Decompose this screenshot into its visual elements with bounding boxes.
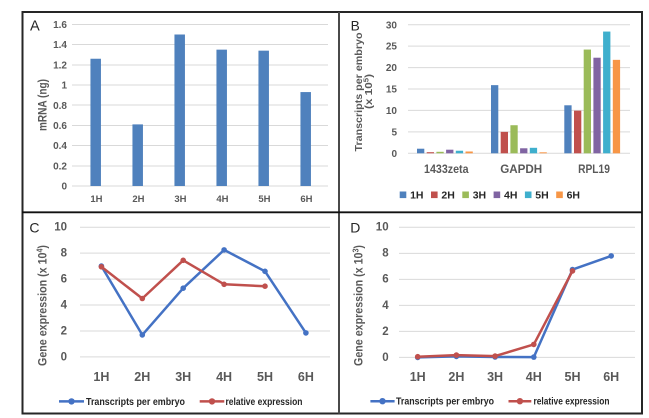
svg-text:4H: 4H bbox=[504, 189, 517, 201]
svg-text:25: 25 bbox=[386, 42, 398, 53]
svg-text:8: 8 bbox=[61, 248, 68, 260]
svg-text:30: 30 bbox=[386, 20, 398, 31]
svg-text:4H: 4H bbox=[216, 194, 228, 205]
svg-text:RPL19: RPL19 bbox=[578, 162, 610, 176]
svg-text:3H: 3H bbox=[174, 194, 186, 205]
svg-text:6H: 6H bbox=[603, 370, 619, 384]
svg-text:6: 6 bbox=[61, 273, 67, 285]
svg-text:0.4: 0.4 bbox=[53, 141, 67, 152]
svg-text:1.2: 1.2 bbox=[53, 60, 67, 71]
svg-text:Transcripts per embryo: Transcripts per embryo bbox=[353, 33, 365, 152]
svg-text:2H: 2H bbox=[134, 370, 150, 384]
svg-text:5H: 5H bbox=[258, 194, 270, 205]
svg-text:(x 105): (x 105) bbox=[363, 74, 375, 109]
svg-text:1H: 1H bbox=[410, 370, 426, 384]
svg-text:1.4: 1.4 bbox=[53, 40, 67, 51]
svg-text:3H: 3H bbox=[473, 189, 486, 201]
svg-text:0: 0 bbox=[61, 182, 67, 193]
svg-text:D: D bbox=[350, 219, 360, 235]
svg-text:Gene expression (x 103): Gene expression (x 103) bbox=[352, 245, 366, 366]
svg-text:5H: 5H bbox=[535, 189, 548, 201]
svg-text:4H: 4H bbox=[526, 370, 542, 384]
svg-text:8: 8 bbox=[382, 248, 389, 260]
svg-text:1H: 1H bbox=[93, 370, 109, 384]
svg-text:5H: 5H bbox=[565, 370, 581, 384]
svg-text:2: 2 bbox=[382, 326, 388, 338]
svg-text:4H: 4H bbox=[216, 370, 232, 384]
svg-text:10: 10 bbox=[386, 106, 398, 117]
svg-text:mRNA (ng): mRNA (ng) bbox=[37, 79, 49, 131]
svg-text:1.6: 1.6 bbox=[53, 20, 67, 31]
svg-text:4: 4 bbox=[61, 299, 68, 311]
svg-text:2H: 2H bbox=[441, 189, 454, 201]
svg-text:1H: 1H bbox=[410, 189, 423, 201]
svg-text:0: 0 bbox=[382, 352, 388, 364]
svg-text:4: 4 bbox=[382, 300, 389, 312]
svg-text:relative expression: relative expression bbox=[534, 397, 610, 408]
svg-text:0.8: 0.8 bbox=[53, 101, 67, 112]
svg-text:A: A bbox=[30, 19, 40, 35]
svg-text:1: 1 bbox=[61, 81, 67, 92]
svg-text:0: 0 bbox=[61, 351, 67, 363]
svg-text:6H: 6H bbox=[298, 370, 314, 384]
svg-text:6: 6 bbox=[382, 274, 388, 286]
svg-text:15: 15 bbox=[386, 85, 398, 96]
svg-text:Transcripts per embryo: Transcripts per embryo bbox=[86, 397, 185, 408]
svg-text:10: 10 bbox=[54, 222, 67, 234]
svg-text:2H: 2H bbox=[132, 194, 144, 205]
svg-text:5: 5 bbox=[391, 127, 397, 138]
svg-text:2: 2 bbox=[61, 325, 67, 337]
svg-text:10: 10 bbox=[376, 222, 389, 234]
svg-text:0.6: 0.6 bbox=[53, 121, 67, 132]
svg-text:6H: 6H bbox=[567, 189, 580, 201]
svg-text:3H: 3H bbox=[487, 370, 503, 384]
svg-text:relative expression: relative expression bbox=[226, 397, 303, 408]
svg-text:GAPDH: GAPDH bbox=[500, 162, 542, 176]
svg-text:C: C bbox=[29, 219, 39, 235]
svg-text:20: 20 bbox=[386, 63, 398, 74]
svg-text:B: B bbox=[351, 19, 360, 34]
svg-text:1H: 1H bbox=[90, 194, 102, 205]
svg-text:0: 0 bbox=[391, 149, 397, 160]
svg-text:Gene expression (x 104): Gene expression (x 104) bbox=[36, 245, 50, 366]
svg-text:3H: 3H bbox=[175, 370, 191, 384]
svg-text:0.2: 0.2 bbox=[53, 161, 67, 172]
svg-text:2H: 2H bbox=[448, 370, 464, 384]
svg-text:Transcripts per embryo: Transcripts per embryo bbox=[396, 397, 494, 408]
svg-text:5H: 5H bbox=[257, 370, 273, 384]
svg-text:1433zeta: 1433zeta bbox=[424, 162, 469, 176]
svg-text:6H: 6H bbox=[300, 194, 312, 205]
